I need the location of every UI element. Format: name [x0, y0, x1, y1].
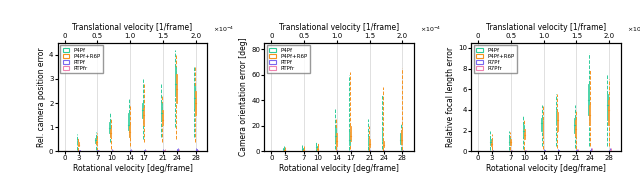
Text: $\times 10^{-4}$: $\times 10^{-4}$ — [627, 25, 640, 34]
Bar — [162, 110, 163, 125]
Bar — [95, 138, 96, 143]
Bar — [176, 74, 177, 103]
Bar — [575, 120, 576, 136]
Text: $\times 10^{-4}$: $\times 10^{-4}$ — [420, 25, 442, 34]
Bar — [193, 86, 195, 108]
Bar — [161, 103, 162, 120]
Text: $\times 10^{-4}$: $\times 10^{-4}$ — [213, 25, 235, 34]
Bar — [144, 150, 145, 151]
Bar — [607, 94, 608, 120]
X-axis label: Rotational velocity [deg/frame]: Rotational velocity [deg/frame] — [486, 164, 606, 173]
Bar — [491, 141, 492, 146]
X-axis label: Translational velocity [1/frame]: Translational velocity [1/frame] — [72, 23, 193, 32]
Bar — [284, 149, 285, 151]
Bar — [143, 108, 144, 125]
Bar — [178, 150, 179, 151]
Y-axis label: Rel. camera position error: Rel. camera position error — [37, 47, 46, 147]
Bar — [609, 150, 610, 151]
Bar — [591, 150, 593, 151]
Bar — [523, 126, 524, 136]
Bar — [350, 126, 351, 141]
Bar — [588, 84, 589, 115]
Bar — [381, 130, 383, 141]
Bar — [400, 133, 401, 144]
Bar — [164, 150, 165, 151]
Bar — [510, 139, 511, 145]
Bar — [97, 150, 99, 151]
Bar — [335, 128, 336, 142]
Legend: P4Pf, P4Pf+R6P, RTPf, RTPfr: P4Pf, P4Pf+R6P, RTPf, RTPfr — [60, 45, 103, 74]
Bar — [303, 149, 304, 151]
Legend: P4Pf, P4Pf+R6P, R7Pf, R7Pfr: P4Pf, P4Pf+R6P, R7Pf, R7Pfr — [474, 45, 516, 74]
Bar — [336, 133, 337, 146]
Bar — [490, 139, 491, 145]
Bar — [111, 150, 113, 151]
Y-axis label: Camera orientation error [deg]: Camera orientation error [deg] — [239, 38, 248, 156]
Bar — [177, 149, 178, 151]
Bar — [129, 125, 130, 137]
Bar — [175, 67, 176, 96]
Bar — [316, 146, 317, 149]
Bar — [317, 147, 318, 150]
Bar — [574, 118, 575, 133]
Bar — [367, 137, 369, 146]
Bar — [589, 105, 590, 126]
Bar — [197, 150, 198, 151]
Bar — [128, 113, 129, 130]
Bar — [79, 150, 80, 151]
Bar — [401, 130, 403, 144]
X-axis label: Rotational velocity [deg/frame]: Rotational velocity [deg/frame] — [279, 164, 399, 173]
Bar — [541, 118, 542, 131]
Bar — [77, 142, 79, 146]
Bar — [109, 122, 110, 133]
Bar — [302, 148, 303, 150]
Bar — [195, 91, 196, 115]
Bar — [557, 150, 559, 151]
X-axis label: Translational velocity [1/frame]: Translational velocity [1/frame] — [279, 23, 399, 32]
X-axis label: Translational velocity [1/frame]: Translational velocity [1/frame] — [486, 23, 606, 32]
Legend: P4Pf, P4Pf+R6P, RTPf, RTPfr: P4Pf, P4Pf+R6P, RTPf, RTPfr — [267, 45, 310, 74]
Bar — [142, 103, 143, 118]
Y-axis label: Relative focal length error: Relative focal length error — [446, 47, 455, 147]
Bar — [163, 150, 164, 151]
Bar — [608, 100, 609, 126]
Bar — [524, 129, 525, 139]
X-axis label: Rotational velocity [deg/frame]: Rotational velocity [deg/frame] — [72, 164, 193, 173]
